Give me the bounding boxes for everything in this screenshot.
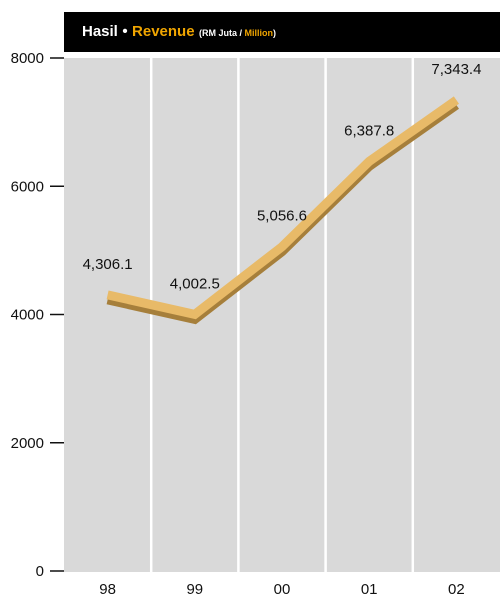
x-tick-labels: 98 99 00 01 02 xyxy=(99,581,464,598)
x-tick-label: 98 xyxy=(99,581,116,598)
y-tick-label: 8000 xyxy=(11,50,44,67)
y-axis xyxy=(50,57,64,572)
revenue-series xyxy=(106,96,459,325)
unit-million: Million xyxy=(244,28,274,38)
title-local: Hasil xyxy=(82,23,118,40)
data-label: 7,343.4 xyxy=(431,61,481,78)
y-tick-labels: 0 2000 4000 6000 8000 xyxy=(11,50,44,580)
x-tick-label: 99 xyxy=(186,581,203,598)
unit-close: ) xyxy=(273,28,277,38)
data-label: 4,002.5 xyxy=(170,275,220,292)
y-tick-label: 2000 xyxy=(11,435,44,452)
data-labels: 4,306.1 4,002.5 5,056.6 6,387.8 7,343.4 xyxy=(83,61,482,292)
title-revenue: Revenue xyxy=(132,23,195,40)
x-tick-label: 01 xyxy=(361,581,378,598)
x-tick-label: 00 xyxy=(274,581,291,598)
y-tick-label: 0 xyxy=(36,563,44,580)
unit-open: (RM Juta / xyxy=(199,28,245,38)
data-label: 4,306.1 xyxy=(83,256,133,273)
vertical-gridlines xyxy=(149,58,415,572)
data-label: 6,387.8 xyxy=(344,122,394,139)
title-bullet: • xyxy=(122,23,128,40)
chart-title-bar: Hasil • Revenue (RM Juta / Million) xyxy=(64,12,500,52)
y-tick-label: 6000 xyxy=(11,178,44,195)
plot-background xyxy=(64,58,500,572)
y-tick-label: 4000 xyxy=(11,307,44,324)
data-label: 5,056.6 xyxy=(257,208,307,225)
x-tick-label: 02 xyxy=(448,581,465,598)
